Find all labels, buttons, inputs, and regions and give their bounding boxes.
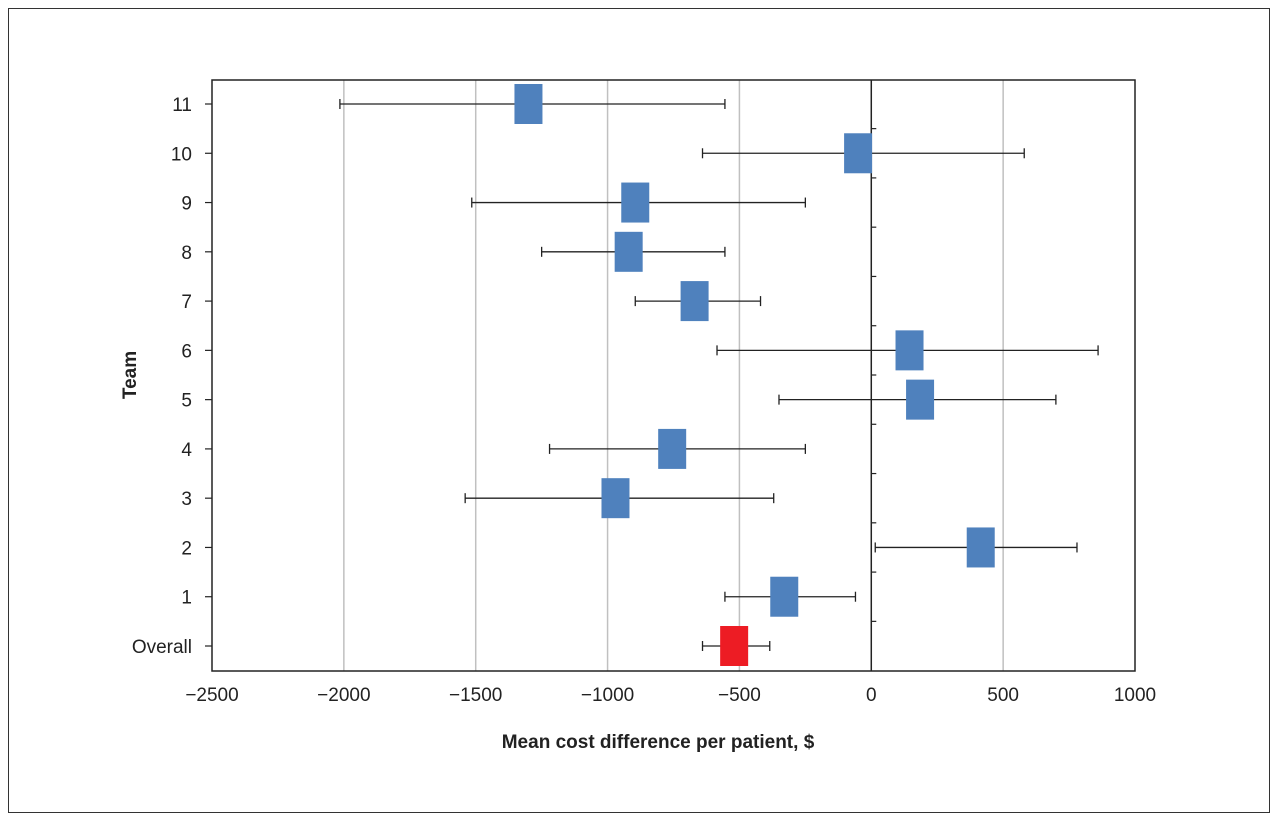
x-tick-label: −500 [718, 685, 761, 706]
y-tick-label: 2 [181, 538, 192, 559]
x-tick-label: 500 [987, 685, 1019, 706]
team-estimate-box [895, 330, 924, 371]
gridlines [343, 80, 1004, 671]
y-tick-label: 3 [181, 489, 192, 510]
y-tick-label: 9 [181, 194, 192, 215]
x-tick-label: 0 [866, 685, 877, 706]
y-tick-label: 4 [181, 440, 192, 461]
team-estimate-box [514, 84, 543, 124]
y-tick-label: 10 [171, 144, 192, 165]
team-estimate-box [621, 182, 650, 223]
y-tick-label: 6 [181, 341, 192, 362]
team-estimate-box [844, 133, 873, 174]
y-tick-label: 1 [181, 588, 192, 609]
overall-estimate-box [720, 626, 749, 666]
x-tick-label: −2000 [317, 685, 370, 706]
figure-frame [8, 8, 1270, 813]
team-estimate-box [966, 527, 995, 568]
x-tick-label: −1500 [449, 685, 502, 706]
team-estimate-box [770, 576, 799, 617]
plot-border [211, 79, 1136, 672]
team-estimate-box [906, 379, 935, 420]
confidence-intervals [339, 99, 1099, 651]
team-estimate-box [601, 478, 630, 519]
x-tick-label: 1000 [1114, 685, 1156, 706]
x-tick-label: −2500 [185, 685, 238, 706]
tick-labels: −2500 −2000 −1500 −1000 −500 0 500 1000 Overall 1… [132, 95, 1156, 706]
y-tick-label: 7 [181, 292, 192, 313]
x-axis-title: Mean cost difference per patient, $ [502, 732, 815, 753]
y-tick-label: 8 [181, 243, 192, 264]
y-tick-label: 11 [172, 95, 192, 116]
team-estimate-box [680, 281, 709, 322]
team-estimate-box [614, 231, 643, 272]
y-axis-title: Team [120, 351, 141, 399]
axes [205, 79, 1136, 672]
y-tick-label: Overall [132, 637, 192, 658]
team-estimate-box [658, 428, 687, 469]
point-estimates [514, 84, 995, 666]
x-tick-label: −1000 [581, 685, 634, 706]
y-tick-label: 5 [181, 391, 192, 412]
